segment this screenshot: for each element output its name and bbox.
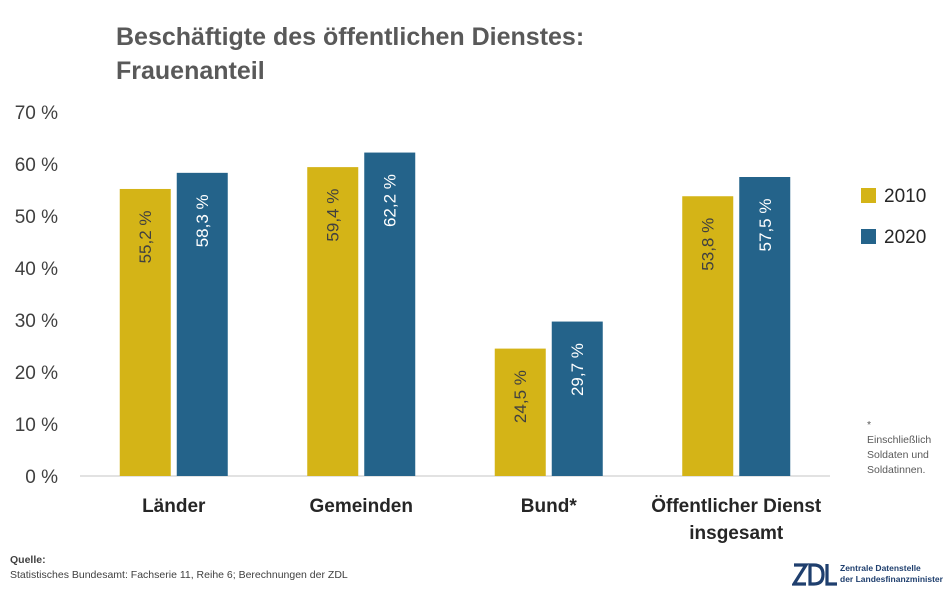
y-tick-label: 30 %: [15, 311, 58, 332]
footnote-line: Soldatinnen.: [867, 464, 926, 476]
x-category-label: Öffentlicher Dienst: [651, 496, 822, 517]
footnote-line: Soldaten und: [867, 449, 929, 461]
bar-2010: [682, 196, 734, 477]
bar-2010: [494, 348, 546, 476]
bar-2020: [364, 152, 416, 476]
y-tick-label: 50 %: [15, 207, 58, 228]
x-category-label: insgesamt: [689, 523, 784, 544]
bar-2020: [551, 321, 603, 476]
footnote-line: Einschließlich: [867, 434, 932, 446]
bar-2010: [119, 188, 171, 476]
logo-line1: Zentrale Datenstelle: [840, 563, 921, 573]
legend-label: 2020: [884, 227, 926, 248]
footnote: * Einschließlich Soldaten und Soldatinne…: [867, 418, 945, 478]
bar-value-label: 55,2 %: [136, 210, 155, 263]
source-note: Quelle: Statistisches Bundesamt: Fachser…: [10, 553, 348, 583]
bar-value-label: 24,5 %: [511, 370, 530, 423]
legend-swatch-2020: [861, 229, 876, 244]
bar-value-label: 29,7 %: [568, 343, 587, 396]
legend-swatch-2010: [861, 188, 876, 203]
bar-2010: [307, 167, 359, 476]
y-tick-label: 20 %: [15, 363, 58, 384]
zdl-logo-mark: [791, 563, 837, 586]
bar-value-label: 62,2 %: [381, 174, 400, 227]
zdl-logo-text: Zentrale Datenstelle der Landesfinanzmin…: [840, 563, 943, 585]
source-heading: Quelle:: [10, 554, 46, 566]
y-tick-label: 60 %: [15, 155, 58, 176]
y-tick-label: 0 %: [25, 467, 58, 488]
footnote-marker: *: [867, 419, 872, 431]
source-text: Statistisches Bundesamt: Fachserie 11, R…: [10, 569, 348, 581]
x-category-label: Länder: [142, 496, 206, 517]
chart-title-line1: Beschäftigte des öffentlichen Dienstes:: [116, 23, 585, 51]
zdl-logo: Zentrale Datenstelle der Landesfinanzmin…: [791, 562, 943, 588]
legend-label: 2010: [884, 186, 926, 207]
y-tick-label: 70 %: [15, 103, 58, 124]
bar-value-label: 58,3 %: [193, 194, 212, 247]
chart-title: Beschäftigte des öffentlichen Dienstes: …: [116, 20, 584, 88]
chart-title-line2: Frauenanteil: [116, 57, 265, 85]
bar-2020: [176, 172, 228, 476]
bar-2020: [739, 177, 791, 476]
y-tick-label: 10 %: [15, 415, 58, 436]
bar-value-label: 57,5 %: [756, 199, 775, 252]
x-category-label: Bund*: [521, 496, 578, 517]
y-tick-label: 40 %: [15, 259, 58, 280]
x-category-label: Gemeinden: [310, 496, 413, 517]
bar-value-label: 53,8 %: [699, 218, 718, 271]
bar-value-label: 59,4 %: [324, 189, 343, 242]
logo-line2: der Landesfinanzminister: [840, 574, 943, 584]
